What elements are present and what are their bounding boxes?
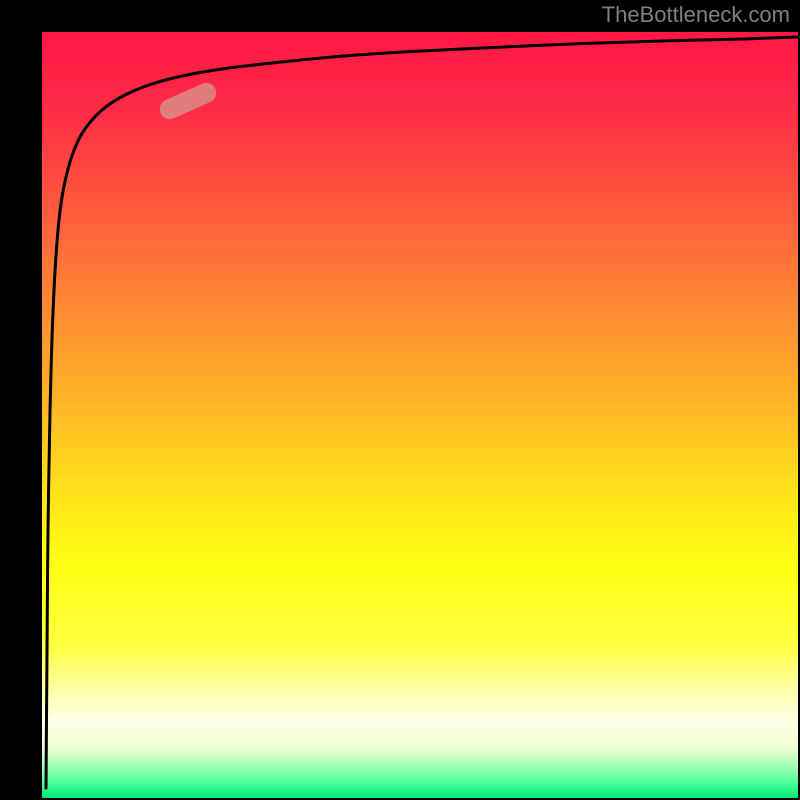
roi-curve xyxy=(46,37,798,788)
curve-layer xyxy=(42,32,798,798)
attribution-label: TheBottleneck.com xyxy=(602,2,790,28)
figure-frame: TheBottleneck.com xyxy=(0,0,800,800)
plot-area xyxy=(42,32,798,798)
